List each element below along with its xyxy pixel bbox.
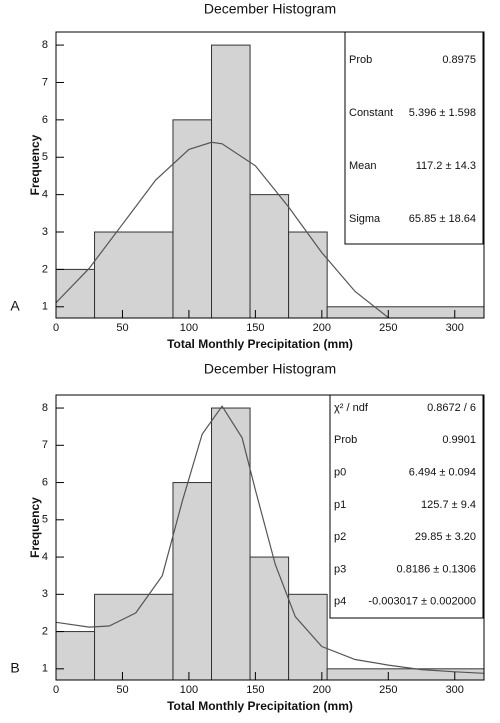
stats-label: p0 [334,467,346,479]
y-tick-label: 6 [42,114,48,126]
y-tick-label: 5 [42,514,48,526]
x-tick-label: 250 [379,684,397,696]
y-axis-label: Frequency [28,134,42,195]
y-axis-label: Frequency [28,497,42,558]
x-tick-label: 150 [246,322,264,334]
y-tick-label: 4 [42,551,48,563]
y-tick-label: 5 [42,151,48,163]
y-tick-label: 3 [42,588,48,600]
x-tick-label: 250 [379,322,397,334]
x-tick-label: 300 [446,684,464,696]
x-axis-label: Total Monthly Precipitation (mm) [167,337,353,351]
y-tick-label: 1 [42,663,48,675]
stats-label: χ² / ndf [334,402,369,414]
stats-label: p1 [334,499,346,511]
panel-label: B [10,660,19,676]
x-tick-label: 100 [180,322,198,334]
stats-label: p2 [334,531,346,543]
x-tick-label: 200 [313,684,331,696]
x-tick-label: 50 [116,322,128,334]
bar [288,231,328,319]
y-tick-label: 6 [42,476,48,488]
x-tick-label: 50 [116,684,128,696]
stats-value: 125.7 ± 9.4 [421,499,476,511]
stats-value: 0.8186 ± 0.1306 [397,563,476,575]
stats-label: Sigma [349,213,381,225]
x-tick-label: 150 [246,684,264,696]
x-tick-label: 100 [180,684,198,696]
chart-title: December Histogram [204,1,336,17]
stats-box [344,31,484,245]
x-tick-label: 200 [313,322,331,334]
stats-label: Prob [349,54,372,66]
x-tick-label: 0 [53,322,59,334]
bar [55,631,96,681]
stats-value: -0.003017 ± 0.002000 [368,596,476,608]
bar [326,668,485,681]
x-tick-label: 0 [53,684,59,696]
y-tick-label: 7 [42,76,48,88]
bar [94,231,174,319]
bar [211,407,251,681]
fit-curve [56,405,484,674]
stats-label: Mean [349,160,377,172]
stats-label: p3 [334,563,346,575]
panel-label: A [10,298,20,314]
x-tick-label: 300 [446,322,464,334]
y-tick-label: 8 [42,39,48,51]
bar [249,194,290,319]
bar [94,593,174,681]
stats-value: 65.85 ± 18.64 [409,213,476,225]
y-tick-label: 8 [42,402,48,414]
y-tick-label: 7 [42,439,48,451]
stats-value: 6.494 ± 0.094 [409,467,476,479]
bar [172,119,213,319]
stats-label: p4 [334,596,346,608]
y-tick-label: 3 [42,226,48,238]
plot-frame [55,394,485,681]
bar [288,593,328,681]
stats-value: 0.9901 [442,434,476,446]
stats-value: 29.85 ± 3.20 [415,531,476,543]
bar [326,306,485,319]
y-tick-label: 1 [42,301,48,313]
fit-curve [56,141,389,318]
stats-value: 5.396 ± 1.598 [409,107,476,119]
stats-value: 0.8672 / 6 [427,402,476,414]
bar [211,44,251,319]
stats-value: 0.8975 [442,54,476,66]
chart-title: December Histogram [204,361,336,377]
stats-label: Constant [349,107,393,119]
y-tick-label: 4 [42,189,48,201]
bar [55,268,96,319]
x-axis-label: Total Monthly Precipitation (mm) [167,699,353,713]
stats-label: Prob [334,434,357,446]
y-tick-label: 2 [42,625,48,637]
bar [249,556,290,681]
y-tick-label: 2 [42,263,48,275]
plot-frame [55,31,485,319]
stats-value: 117.2 ± 14.3 [416,160,476,172]
stats-box [329,394,484,619]
